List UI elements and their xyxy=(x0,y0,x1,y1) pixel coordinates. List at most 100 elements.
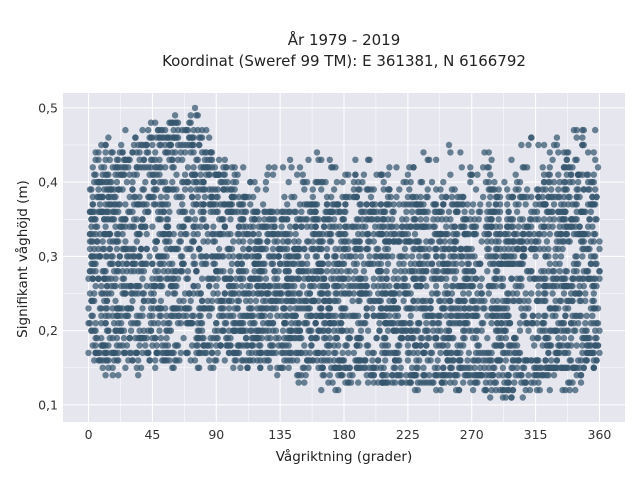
data-point xyxy=(179,268,186,275)
data-point xyxy=(508,156,515,163)
data-point xyxy=(390,275,397,282)
data-point xyxy=(311,208,318,215)
data-point xyxy=(434,290,441,297)
data-point xyxy=(577,357,585,364)
data-point xyxy=(129,178,136,186)
data-point xyxy=(555,320,562,327)
data-point xyxy=(349,297,356,305)
data-point xyxy=(129,290,136,297)
data-point xyxy=(387,193,394,201)
data-point xyxy=(339,312,346,319)
data-point xyxy=(567,171,575,178)
data-point xyxy=(406,379,413,386)
data-point xyxy=(329,379,336,386)
data-point xyxy=(563,342,570,349)
data-point xyxy=(535,357,542,364)
data-point xyxy=(152,357,159,364)
data-point xyxy=(451,245,458,253)
data-point xyxy=(298,297,305,305)
data-point xyxy=(156,216,163,223)
data-point xyxy=(556,178,563,186)
data-point xyxy=(495,238,502,245)
data-point xyxy=(112,223,119,230)
data-point xyxy=(92,282,99,290)
data-point xyxy=(495,186,502,193)
data-point xyxy=(518,260,525,267)
data-point xyxy=(545,349,552,357)
data-point xyxy=(92,342,99,349)
data-point xyxy=(397,372,404,379)
data-point xyxy=(184,178,192,186)
data-point xyxy=(251,178,258,186)
data-point xyxy=(311,282,318,290)
data-point xyxy=(197,312,204,319)
data-point xyxy=(557,230,565,238)
data-point xyxy=(143,260,150,267)
data-point xyxy=(519,216,526,223)
data-point xyxy=(248,305,255,312)
data-point xyxy=(223,164,230,171)
data-point xyxy=(231,320,238,327)
data-point xyxy=(102,141,109,149)
data-point xyxy=(376,320,383,327)
data-point xyxy=(488,238,495,245)
data-point xyxy=(323,201,331,208)
data-point xyxy=(115,156,122,163)
data-point xyxy=(228,245,236,253)
data-point xyxy=(98,282,105,290)
data-point xyxy=(431,223,438,230)
data-point xyxy=(445,141,453,149)
data-point xyxy=(543,238,551,245)
data-point xyxy=(88,238,95,245)
data-point xyxy=(438,275,446,282)
data-point xyxy=(320,334,328,342)
data-point xyxy=(313,149,321,156)
data-point xyxy=(225,253,233,260)
data-point xyxy=(478,372,485,379)
data-point xyxy=(370,282,377,290)
data-point xyxy=(555,186,562,193)
data-point xyxy=(505,290,512,297)
data-point xyxy=(363,312,370,319)
data-point xyxy=(420,275,427,282)
data-point xyxy=(545,193,552,201)
data-point xyxy=(240,164,247,171)
data-point xyxy=(228,297,236,305)
data-point xyxy=(531,342,538,349)
y-axis-label: Signifikant våghöjd (m) xyxy=(14,180,31,338)
data-point xyxy=(519,253,526,260)
data-point xyxy=(587,208,595,215)
data-point xyxy=(177,349,184,357)
data-point xyxy=(440,305,447,312)
data-point xyxy=(301,379,308,386)
data-point xyxy=(254,238,261,245)
data-point xyxy=(145,297,152,305)
x-tick-label: 360 xyxy=(588,427,612,442)
data-point xyxy=(208,253,216,260)
data-point xyxy=(504,379,511,386)
data-point xyxy=(221,275,228,282)
data-point xyxy=(445,245,453,253)
data-point xyxy=(349,312,356,319)
data-point xyxy=(501,253,508,260)
data-point xyxy=(440,178,447,186)
data-point xyxy=(279,349,287,357)
data-point xyxy=(427,305,434,312)
data-point xyxy=(417,342,424,349)
data-point xyxy=(487,193,494,201)
data-point xyxy=(255,260,262,267)
data-point xyxy=(102,223,109,230)
data-point xyxy=(590,349,597,357)
data-point xyxy=(400,178,407,186)
data-point xyxy=(170,164,177,171)
data-point xyxy=(410,245,417,253)
data-point xyxy=(356,186,363,193)
data-point xyxy=(112,327,119,334)
data-point xyxy=(320,275,328,282)
data-point xyxy=(115,320,122,327)
data-point xyxy=(516,327,524,334)
data-point xyxy=(279,164,287,171)
data-point xyxy=(261,282,268,290)
data-point xyxy=(587,320,595,327)
data-point xyxy=(116,305,124,312)
